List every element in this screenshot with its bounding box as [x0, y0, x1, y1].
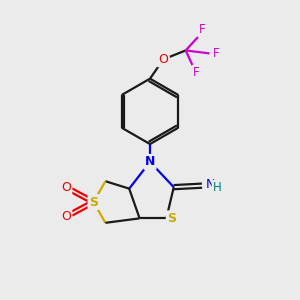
Text: F: F	[199, 23, 205, 36]
Text: F: F	[213, 47, 219, 60]
Text: N: N	[145, 155, 155, 168]
Text: O: O	[61, 210, 71, 223]
Text: O: O	[61, 181, 71, 194]
Text: F: F	[193, 66, 200, 79]
Text: S: S	[167, 212, 176, 225]
Text: O: O	[158, 53, 168, 66]
Text: H: H	[213, 181, 222, 194]
Text: N: N	[206, 178, 215, 191]
Text: S: S	[89, 196, 98, 208]
